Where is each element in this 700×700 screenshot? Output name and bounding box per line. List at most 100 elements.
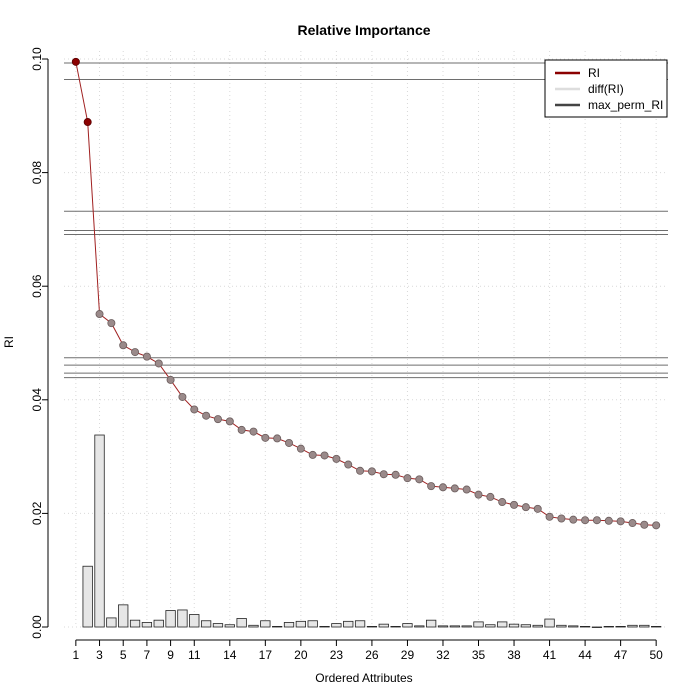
- diff-ri-bar: [272, 626, 283, 628]
- diff-ri-bars: [82, 434, 662, 628]
- y-tick-label: 0.06: [30, 274, 44, 298]
- diff-ri-bar: [82, 565, 93, 628]
- ri-point: [71, 57, 80, 66]
- diff-ri-bar: [414, 625, 425, 628]
- diff-ri-bar: [402, 623, 413, 628]
- diff-ri-bar: [639, 624, 650, 628]
- diff-ri-bar: [177, 609, 188, 628]
- ri-point: [249, 427, 258, 436]
- diff-ri-bar: [568, 625, 579, 628]
- legend-label-diff-ri: diff(RI): [588, 82, 624, 96]
- diff-ri-bar: [461, 625, 472, 628]
- ri-point: [154, 359, 163, 368]
- diff-ri-bar: [283, 622, 295, 628]
- y-tick-label: 0.02: [30, 501, 44, 525]
- diff-ri-bar: [153, 619, 164, 628]
- grid: [64, 51, 668, 628]
- ri-point: [510, 500, 519, 509]
- ri-point: [486, 492, 495, 501]
- ri-point: [581, 516, 590, 525]
- x-tick-label: 41: [543, 648, 557, 662]
- diff-ri-bar: [319, 626, 330, 628]
- diff-ri-bar: [449, 625, 460, 628]
- ri-point: [415, 475, 424, 484]
- diff-ri-bar: [189, 614, 200, 628]
- y-tick-label: 0.10: [30, 47, 44, 71]
- x-tick-label: 1: [72, 648, 79, 662]
- diff-ri-bar: [425, 619, 437, 628]
- ri-point: [344, 460, 353, 469]
- ri-point: [652, 521, 661, 530]
- diff-ri-bar: [556, 624, 567, 628]
- ri-point: [628, 519, 637, 528]
- axes: 1 3 5 7 9 11 14 17 20 23 26 29 32 35 38 41 44 47 500.000.0…: [30, 47, 663, 662]
- ri-point: [285, 438, 294, 447]
- y-tick-label: 0.00: [30, 615, 44, 639]
- diff-ri-bar: [129, 619, 141, 628]
- diff-ri-bar: [651, 626, 662, 628]
- ri-point: [616, 517, 625, 526]
- diff-ri-bar: [212, 623, 224, 628]
- x-tick-label: 44: [578, 648, 592, 662]
- diff-ri-bar: [603, 626, 614, 628]
- ri-point: [332, 454, 341, 463]
- x-tick-label: 35: [472, 648, 486, 662]
- diff-ri-bar: [236, 618, 247, 628]
- diff-ri-bar: [165, 610, 176, 628]
- diff-ri-bar: [473, 621, 484, 628]
- x-tick-label: 23: [330, 648, 344, 662]
- ri-line: [75, 61, 657, 526]
- ri-point: [498, 498, 507, 507]
- ri-point: [521, 503, 530, 512]
- diff-ri-bar: [200, 620, 212, 628]
- ri-point: [557, 514, 566, 523]
- x-tick-label: 3: [96, 648, 103, 662]
- ri-point: [142, 352, 151, 361]
- diff-ri-bar: [378, 623, 389, 628]
- x-tick-label: 14: [223, 648, 237, 662]
- diff-ri-bar: [615, 626, 626, 628]
- ri-point: [474, 490, 483, 499]
- diff-ri-bar: [106, 617, 117, 628]
- diff-ri-bar: [94, 434, 105, 628]
- ri-point: [273, 434, 282, 443]
- diff-ri-bar: [366, 626, 378, 628]
- diff-ri-bar: [354, 620, 366, 628]
- diff-ri-bar: [508, 623, 520, 628]
- ri-point: [119, 341, 128, 350]
- x-tick-label: 20: [294, 648, 308, 662]
- ri-point: [131, 348, 140, 357]
- y-tick-label: 0.04: [30, 388, 44, 412]
- diff-ri-bar: [437, 625, 449, 628]
- chart-title: Relative Importance: [297, 22, 430, 38]
- ri-line-series: [71, 57, 661, 530]
- diff-ri-bar: [331, 623, 342, 628]
- diff-ri-bar: [579, 626, 591, 628]
- ri-point: [379, 470, 388, 479]
- ri-point: [190, 405, 199, 414]
- ri-point: [356, 466, 365, 475]
- ri-point: [545, 512, 554, 521]
- ri-point: [403, 474, 412, 483]
- x-tick-label: 11: [188, 648, 201, 662]
- ri-point: [533, 504, 542, 513]
- ri-point: [296, 444, 305, 453]
- ri-point: [308, 450, 317, 459]
- diff-ri-bar: [295, 620, 306, 628]
- ri-point: [427, 482, 436, 491]
- x-tick-label: 17: [259, 648, 273, 662]
- diff-ri-bar: [141, 622, 153, 628]
- ri-point: [166, 375, 175, 384]
- ri-point: [83, 118, 92, 127]
- x-axis-title: Ordered Attributes: [315, 671, 412, 685]
- diff-ri-bar: [260, 620, 271, 628]
- y-axis-title: RI: [2, 336, 16, 348]
- diff-ri-bar: [224, 624, 235, 628]
- x-tick-label: 9: [167, 648, 174, 662]
- ri-point: [261, 433, 270, 442]
- diff-ri-bar: [343, 620, 354, 628]
- x-tick-label: 29: [401, 648, 415, 662]
- ri-point: [107, 319, 116, 328]
- legend-label-max-perm-ri: max_perm_RI: [588, 98, 663, 112]
